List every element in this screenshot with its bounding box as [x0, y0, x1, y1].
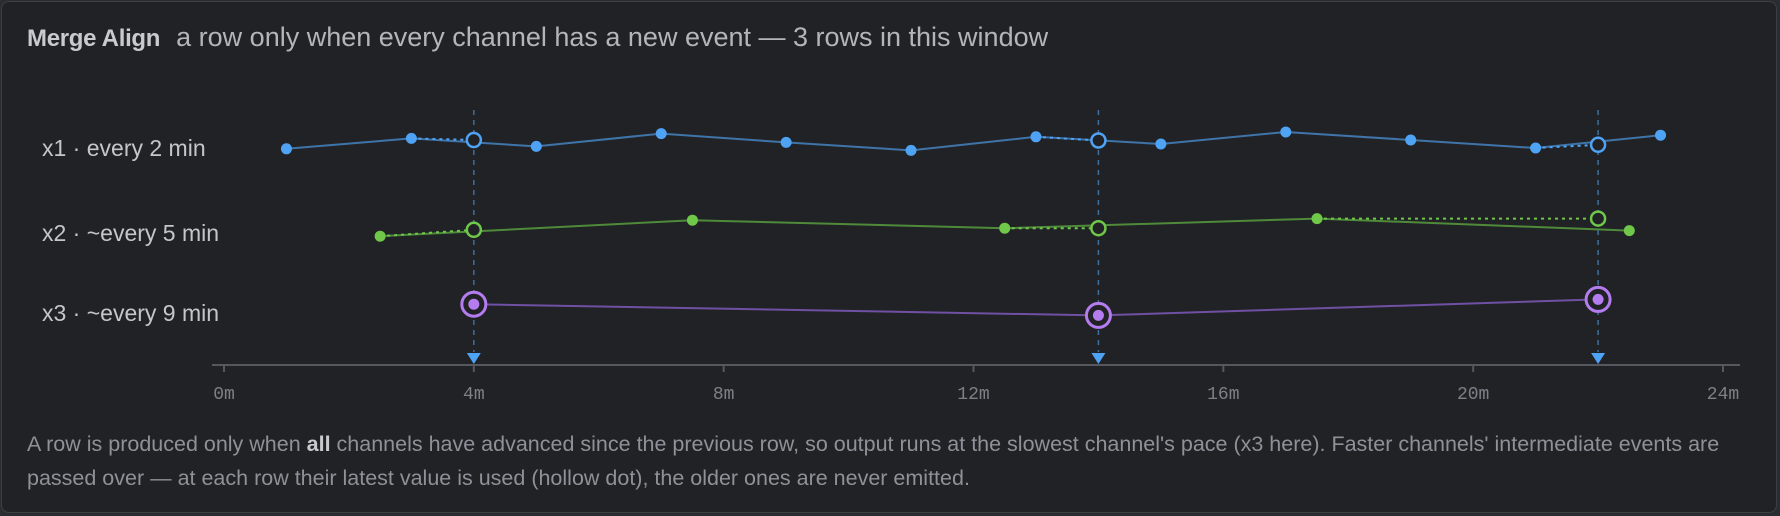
channel-lane: x3 · ~every 9 min	[42, 285, 1612, 329]
event-dot	[1030, 131, 1042, 143]
sampled-value-hollow-dot	[465, 221, 483, 239]
sampled-value-hollow-dot	[1090, 132, 1107, 149]
panel-subtitle: a row only when every channel has a new …	[176, 22, 1049, 52]
explanation-emphasis: all	[306, 432, 331, 456]
panel-title: Merge Align	[27, 25, 161, 52]
time-axis-tick-label: 12m	[957, 385, 989, 405]
explanation-text-start: A row is produced only when	[27, 432, 307, 456]
time-axis-tick-label: 4m	[463, 385, 485, 405]
row-marker-arrow	[466, 353, 481, 364]
time-axis-tick-label: 24m	[1707, 385, 1739, 405]
event-dot	[905, 144, 917, 156]
event-dot	[1280, 126, 1292, 138]
channel-label: x3 · ~every 9 min	[42, 300, 219, 326]
event-dot	[530, 140, 542, 152]
time-axis-tick-label: 16m	[1207, 385, 1239, 405]
event-dot	[1405, 134, 1417, 146]
event-dot	[1655, 129, 1667, 141]
carry-over-line	[380, 228, 474, 238]
time-axis-tick-label: 8m	[713, 385, 735, 405]
explanation-text-end: channels have advanced since the previou…	[27, 432, 1720, 490]
event-dot	[374, 230, 386, 242]
row-marker-arrow	[1591, 353, 1606, 364]
event-dot	[405, 132, 417, 144]
sampled-value-hollow-dot	[1589, 136, 1607, 154]
event-dot	[686, 214, 698, 226]
time-axis-tick-label: 20m	[1457, 385, 1489, 405]
event-dot	[780, 136, 792, 148]
event-dot	[999, 222, 1011, 234]
event-dot	[1155, 138, 1167, 150]
channel-label: x1 · every 2 min	[42, 135, 206, 161]
event-dot	[1311, 213, 1323, 225]
sampled-value-hollow-dot	[465, 131, 483, 149]
sampled-value-hollow-dot	[1589, 210, 1607, 227]
event-dot	[1623, 225, 1635, 237]
channel-label: x2 · ~every 5 min	[42, 220, 219, 246]
channel-lane: x1 · every 2 min	[42, 126, 1667, 161]
sampled-value-hollow-dot	[1090, 219, 1107, 237]
event-dot	[1592, 293, 1604, 305]
explanation-text: A row is produced only when all channels…	[27, 427, 1757, 495]
panel-header: Merge Align a row only when every channe…	[27, 22, 1048, 53]
channel-lane: x2 · ~every 5 min	[42, 210, 1635, 246]
event-dot	[1092, 309, 1104, 321]
event-dot	[468, 298, 480, 310]
event-dot	[655, 128, 667, 140]
time-axis-tick-label: 0m	[213, 385, 235, 405]
channel-series-line	[473, 298, 1599, 317]
event-dot	[1530, 142, 1542, 154]
row-marker-arrow	[1091, 353, 1106, 364]
channel-series-line	[286, 130, 1661, 152]
event-dot	[280, 143, 292, 155]
